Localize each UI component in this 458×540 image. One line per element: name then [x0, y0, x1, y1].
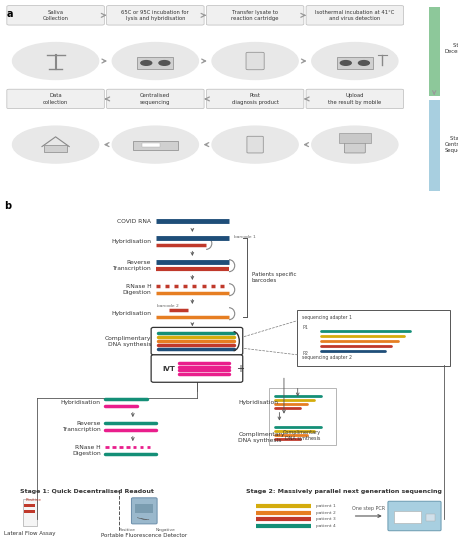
Text: Stage 2: Massively parallel next generation sequencing: Stage 2: Massively parallel next generat…	[245, 489, 442, 495]
Text: Transfer lysate to
reaction cartridge: Transfer lysate to reaction cartridge	[231, 10, 279, 21]
Circle shape	[312, 43, 398, 79]
Bar	[133, 141, 178, 151]
FancyBboxPatch shape	[297, 309, 450, 366]
Text: Centralised
sequencing: Centralised sequencing	[140, 93, 170, 105]
Text: sequencing adapter 2: sequencing adapter 2	[302, 355, 352, 360]
Text: Hybridisation: Hybridisation	[111, 311, 151, 316]
Text: barcode 1: barcode 1	[234, 234, 255, 239]
FancyBboxPatch shape	[7, 89, 104, 109]
FancyBboxPatch shape	[246, 52, 264, 70]
Text: Patients specific
barcodes: Patients specific barcodes	[252, 272, 296, 283]
FancyBboxPatch shape	[207, 5, 304, 25]
Text: Positive: Positive	[119, 528, 136, 532]
FancyBboxPatch shape	[151, 355, 243, 382]
Text: P2: P2	[302, 350, 308, 356]
FancyBboxPatch shape	[306, 5, 403, 25]
Text: Stage 2
Centralised
Sequencing: Stage 2 Centralised Sequencing	[444, 136, 458, 153]
Circle shape	[12, 126, 98, 163]
Text: Stage 1: Quick Decentralised Readout: Stage 1: Quick Decentralised Readout	[20, 489, 154, 495]
Bar	[429, 6, 440, 96]
Bar	[142, 143, 160, 146]
Text: Reverse
Transcription: Reverse Transcription	[112, 260, 151, 271]
Text: Hybridisation: Hybridisation	[111, 239, 151, 244]
Text: Saliva
Collection: Saliva Collection	[43, 10, 69, 21]
Text: patient 2: patient 2	[316, 510, 336, 515]
Text: Negative: Negative	[156, 528, 175, 532]
Text: Reverse
Transcription: Reverse Transcription	[62, 421, 101, 432]
Circle shape	[359, 60, 369, 65]
Text: patient 1: patient 1	[316, 504, 336, 508]
Text: Positive: Positive	[25, 498, 41, 502]
Circle shape	[141, 60, 152, 65]
Text: Post
diagnosis product: Post diagnosis product	[232, 93, 278, 105]
FancyBboxPatch shape	[7, 5, 104, 25]
Bar	[339, 133, 371, 143]
Text: COVID RNA: COVID RNA	[117, 219, 151, 224]
Circle shape	[12, 43, 98, 79]
Bar	[135, 504, 153, 512]
Text: RNase H
Digestion: RNase H Digestion	[122, 284, 151, 295]
Bar	[44, 145, 67, 152]
Circle shape	[340, 60, 351, 65]
Bar	[394, 511, 421, 523]
Text: Stage 1
Decentralised
Test: Stage 1 Decentralised Test	[444, 43, 458, 59]
FancyBboxPatch shape	[107, 5, 204, 25]
FancyBboxPatch shape	[344, 136, 365, 153]
Text: b: b	[5, 200, 12, 211]
FancyBboxPatch shape	[151, 327, 243, 355]
Circle shape	[159, 60, 170, 65]
Circle shape	[112, 43, 198, 79]
Text: patient 4: patient 4	[316, 524, 336, 528]
Text: Lateral Flow Assay: Lateral Flow Assay	[4, 531, 55, 536]
FancyBboxPatch shape	[388, 501, 441, 531]
Bar	[337, 57, 373, 69]
Bar	[24, 504, 35, 508]
FancyBboxPatch shape	[107, 89, 204, 109]
Text: Data
collection: Data collection	[43, 93, 68, 105]
Bar	[24, 510, 35, 513]
Text: Hybridisation: Hybridisation	[61, 400, 101, 406]
FancyBboxPatch shape	[131, 498, 157, 524]
Text: patient 3: patient 3	[316, 517, 336, 522]
Bar	[429, 100, 440, 191]
FancyBboxPatch shape	[207, 89, 304, 109]
Text: Upload
the result by mobile: Upload the result by mobile	[328, 93, 382, 105]
Text: One step PCR: One step PCR	[352, 506, 385, 511]
Text: barcode 2: barcode 2	[157, 304, 178, 308]
Circle shape	[312, 126, 398, 163]
Text: Complimentary
DNA synthesis: Complimentary DNA synthesis	[283, 430, 322, 441]
Circle shape	[212, 43, 298, 79]
Text: IVT: IVT	[163, 366, 175, 372]
FancyBboxPatch shape	[306, 89, 403, 109]
Text: Complimentary
DNA synthesis: Complimentary DNA synthesis	[105, 336, 151, 347]
Text: Complimentary
DNA synthesis: Complimentary DNA synthesis	[238, 432, 284, 443]
Text: sequencing adapter 1: sequencing adapter 1	[302, 315, 352, 320]
Text: +: +	[236, 363, 244, 374]
Text: 65C or 95C incubation for
lysis and hybridisation: 65C or 95C incubation for lysis and hybr…	[121, 10, 189, 21]
Text: Isothermal incubation at 41°C
and virus detection: Isothermal incubation at 41°C and virus …	[315, 10, 394, 21]
Circle shape	[112, 126, 198, 163]
Text: Portable Fluorescence Detector: Portable Fluorescence Detector	[101, 533, 187, 538]
Bar	[137, 57, 174, 69]
Bar	[426, 514, 435, 521]
Text: RNase H
Digestion: RNase H Digestion	[72, 446, 101, 456]
Bar	[23, 499, 37, 526]
Circle shape	[212, 126, 298, 163]
Text: Hybridisation: Hybridisation	[238, 400, 278, 406]
FancyBboxPatch shape	[247, 136, 263, 153]
Text: P1: P1	[302, 325, 308, 330]
Text: a: a	[7, 9, 13, 18]
